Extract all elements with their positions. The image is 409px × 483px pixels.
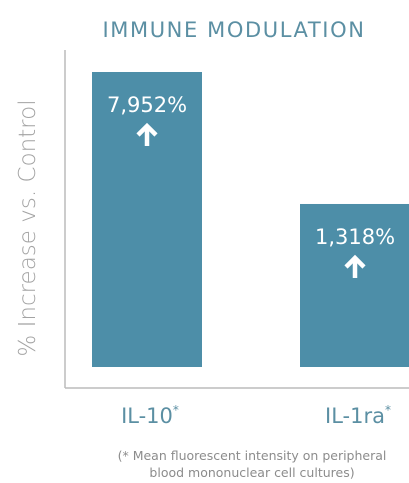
bar-0 (92, 72, 202, 367)
arrow-up-icon (344, 254, 366, 278)
bars-layer: 7,952% 1,318% (92, 72, 409, 367)
footnote-line-2: blood mononuclear cell cultures) (149, 465, 354, 480)
bar-value-label-0: 7,952% (107, 93, 187, 117)
bar-value-label-1: 1,318% (315, 225, 395, 249)
footnote-line-1: (* Mean fluorescent intensity on periphe… (118, 448, 387, 463)
category-labels: IL-10* IL-1ra* (121, 403, 391, 428)
category-label-0: IL-10* (121, 403, 179, 428)
arrow-up-icon (136, 122, 158, 146)
bar-1 (300, 203, 409, 367)
y-axis-label: % Increase vs. Control (15, 99, 41, 356)
category-label-1: IL-1ra* (325, 403, 391, 428)
chart-title: IMMUNE MODULATION (102, 18, 365, 42)
